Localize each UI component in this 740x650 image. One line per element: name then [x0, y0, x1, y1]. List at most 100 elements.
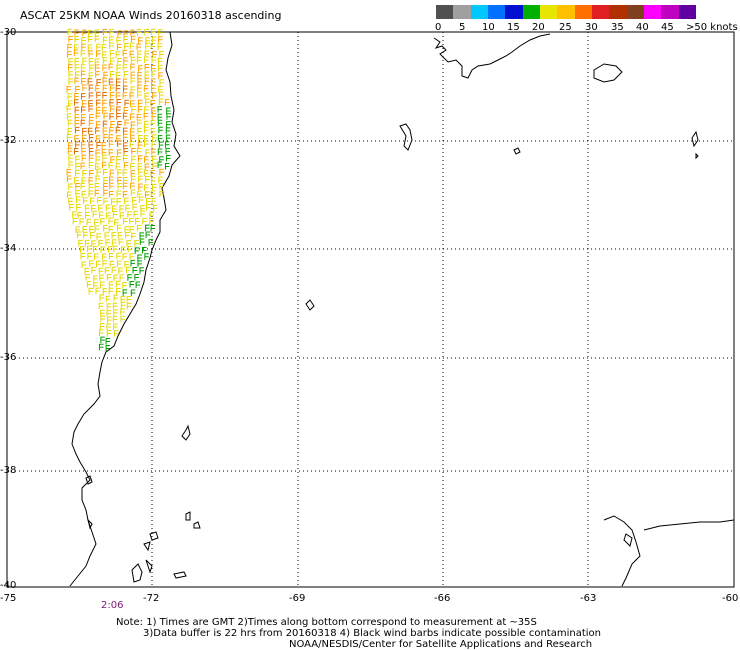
wind-barb: [88, 161, 94, 169]
wind-speed-colorbar: [436, 5, 696, 19]
wind-barb: [123, 142, 128, 149]
wind-barb: [112, 302, 118, 310]
wind-barb: [119, 274, 125, 281]
wind-barb: [116, 287, 121, 295]
wind-barb: [103, 197, 108, 205]
wind-barb: [68, 197, 73, 205]
wind-barb: [116, 113, 121, 120]
wind-barb: [138, 37, 143, 44]
wind-barb: [102, 84, 108, 92]
wind-barb: [98, 211, 104, 219]
wind-barb: [129, 42, 135, 50]
wind-barb: [117, 57, 122, 65]
wind-barb: [150, 64, 156, 72]
wind-barb: [123, 36, 128, 43]
wind-barb: [74, 99, 79, 106]
wind-barb: [88, 154, 94, 162]
wind-barb: [81, 190, 87, 198]
wind-barb: [102, 28, 108, 36]
wind-barb: [88, 92, 94, 99]
wind-barb: [151, 197, 156, 205]
wind-barb: [81, 177, 87, 184]
wind-barb: [75, 86, 80, 93]
wind-barb: [102, 91, 107, 99]
wind-barb: [109, 28, 114, 36]
wind-barb: [81, 147, 86, 155]
wind-barb: [114, 330, 119, 337]
wind-barb: [126, 302, 132, 310]
wind-barb: [129, 281, 135, 288]
wind-barb: [137, 254, 142, 261]
wind-barb: [116, 156, 121, 163]
wind-barb: [129, 217, 134, 225]
wind-barb: [89, 225, 94, 233]
wind-barb: [116, 37, 121, 44]
wind-barb: [130, 35, 136, 43]
wind-barb: [95, 260, 101, 268]
wind-barb: [107, 316, 112, 324]
wind-barb: [108, 162, 114, 169]
wind-barb: [102, 168, 108, 176]
wind-barb: [87, 245, 92, 253]
wind-barb: [129, 100, 135, 107]
wind-barb: [132, 203, 137, 211]
wind-barb: [66, 113, 72, 120]
wind-barb: [96, 43, 101, 51]
wind-barb: [117, 176, 122, 184]
wind-barb: [95, 287, 100, 295]
wind-barb: [74, 64, 80, 71]
wind-barb: [144, 106, 149, 113]
wind-barb: [129, 226, 135, 233]
wind-barb: [88, 141, 93, 148]
colorbar-label: 25: [559, 22, 572, 33]
wind-barb: [80, 252, 86, 260]
wind-barb: [100, 336, 105, 344]
wind-barb: [151, 70, 156, 78]
wind-barb: [81, 37, 86, 44]
wind-barb: [137, 65, 143, 72]
lon-label: -69: [289, 593, 306, 604]
wind-barb: [137, 106, 143, 113]
wind-barb: [130, 77, 135, 85]
wind-barb: [137, 260, 142, 267]
wind-barb: [122, 92, 128, 99]
wind-barb: [102, 57, 108, 64]
wind-barb: [105, 345, 111, 352]
wind-barb: [158, 29, 163, 36]
wind-barb: [89, 169, 94, 177]
wind-barb: [101, 148, 107, 156]
wind-barb: [98, 239, 103, 247]
wind-barb: [157, 64, 163, 72]
wind-barb: [164, 99, 170, 106]
wind-barb: [97, 196, 102, 204]
wind-barb: [67, 51, 72, 58]
wind-barb: [166, 121, 171, 128]
wind-barb: [146, 204, 151, 211]
wind-barb: [122, 49, 128, 57]
wind-barb: [66, 191, 72, 198]
wind-barb: [151, 28, 156, 36]
wind-barb: [113, 294, 119, 302]
wind-barb: [88, 119, 94, 127]
wind-barb: [139, 267, 144, 274]
wind-barb: [117, 232, 123, 239]
lat-label: -34: [0, 243, 17, 254]
wind-barb: [137, 91, 142, 99]
wind-barb: [108, 226, 114, 233]
wind-barb: [96, 50, 101, 57]
wind-barb: [109, 50, 115, 57]
wind-barb: [96, 168, 101, 176]
wind-barb: [130, 71, 136, 79]
wind-barb: [137, 163, 143, 170]
wind-barb: [116, 149, 122, 156]
wind-barb: [88, 72, 94, 79]
wind-barb: [80, 119, 86, 127]
wind-barb: [81, 141, 86, 148]
wind-barb: [149, 218, 154, 225]
colorbar-swatch: [661, 5, 679, 19]
wind-barb: [75, 226, 80, 233]
map-title: ASCAT 25KM NOAA Winds 20160318 ascending: [20, 9, 282, 22]
wind-barb: [139, 238, 145, 246]
wind-barb: [68, 154, 73, 162]
